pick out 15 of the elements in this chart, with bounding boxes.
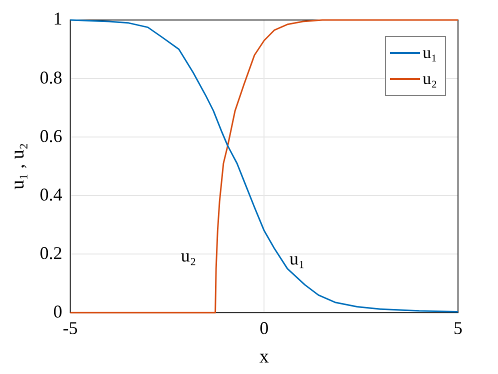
legend-label: u₂	[422, 69, 437, 89]
annotation: u₂	[180, 246, 196, 266]
x-tick-label: 0	[260, 318, 269, 338]
y-tick-label: 0.6	[40, 126, 62, 146]
annotation: u₁	[289, 248, 305, 269]
y-tick-label: 1	[53, 8, 62, 29]
y-tick-label: 0.8	[40, 67, 62, 88]
x-tick-label: -5	[62, 318, 78, 338]
y-tick-label: 0.4	[40, 184, 62, 204]
x-tick-label: 5	[454, 318, 462, 338]
x-axis-title: x	[259, 346, 270, 368]
y-tick-label: 0	[53, 301, 62, 322]
legend-label: u₁	[422, 43, 437, 63]
y-tick-label: 0.2	[40, 242, 62, 263]
y-axis-title: u₁ , u₂	[7, 143, 28, 190]
